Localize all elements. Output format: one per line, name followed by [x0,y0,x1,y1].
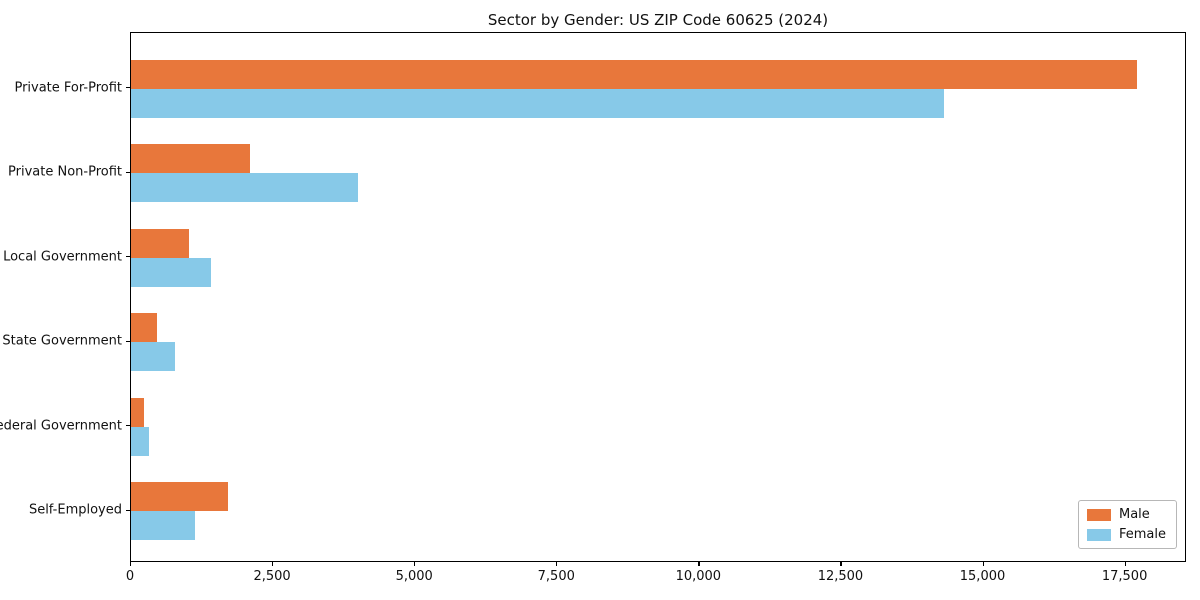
bar-female [131,173,359,202]
legend-item-male: Male [1086,507,1166,522]
bar-male [131,482,228,511]
x-tick-label: 7,500 [537,569,575,584]
legend-label: Female [1118,527,1166,542]
x-tick-mark [982,562,984,566]
legend-label: Male [1118,507,1150,522]
plot-area: Male Female [130,32,1186,562]
bar-female [131,342,175,371]
bar-male [131,397,145,427]
y-tick-mark [126,425,130,427]
y-tick-label: Self-Employed [28,502,122,518]
y-tick-label: Private For-Profit [14,80,122,95]
legend-swatch-female [1086,528,1111,541]
x-tick-label: 5,000 [395,569,433,584]
x-tick-mark [698,562,700,566]
y-tick-mark [126,509,130,511]
x-tick-label: 10,000 [675,569,722,584]
x-tick-mark [840,562,842,566]
y-tick-label: Private Non-Profit [8,164,122,180]
x-tick-label: 17,500 [1101,569,1148,584]
y-tick-label: Federal Government [0,418,122,433]
legend: Male Female [1077,500,1177,549]
y-tick-mark [126,171,130,173]
chart-title: Sector by Gender: US ZIP Code 60625 (202… [487,11,829,29]
bar-male [131,228,189,258]
x-tick-mark [272,562,274,566]
bar-female [131,88,944,118]
x-tick-label: 15,000 [959,569,1006,584]
y-tick-label: State Government [2,333,122,349]
x-tick-label: 12,500 [817,569,864,584]
legend-item-female: Female [1086,527,1166,542]
y-tick-mark [126,256,130,258]
x-tick-mark [556,562,558,566]
bar-male [131,313,158,342]
legend-swatch-male [1086,508,1111,521]
bar-male [131,59,1137,89]
x-tick-mark [130,562,132,566]
bar-male [131,144,251,173]
x-tick-mark [414,562,416,566]
y-tick-label: Local Government [3,249,122,264]
bar-female [131,511,196,540]
x-tick-mark [1124,562,1126,566]
y-tick-mark [126,87,130,89]
x-tick-label: 0 [125,569,135,584]
bar-female [131,257,211,287]
y-tick-mark [126,340,130,342]
x-tick-label: 2,500 [253,569,291,584]
bar-female [131,426,149,456]
